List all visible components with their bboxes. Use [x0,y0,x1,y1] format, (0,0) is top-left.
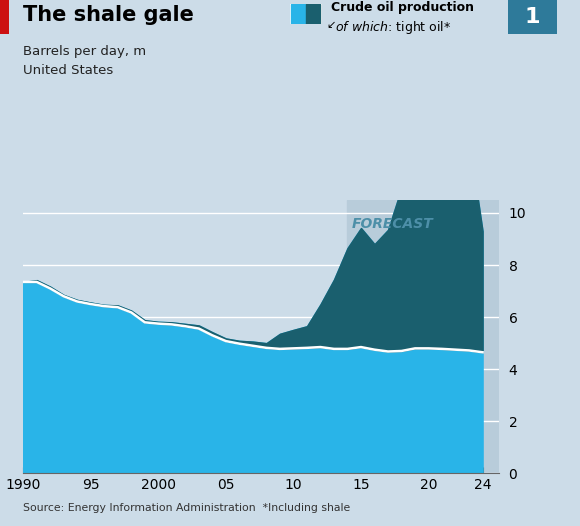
Text: Barrels per day, m: Barrels per day, m [23,45,146,58]
Text: $\it{of\ which}$: tight oil*: $\it{of\ which}$: tight oil* [335,19,451,36]
Text: Crude oil production: Crude oil production [331,1,474,14]
Text: ↙: ↙ [326,20,335,30]
Bar [306,4,320,24]
Text: The shale gale: The shale gale [23,5,194,25]
Text: United States: United States [23,64,114,77]
Bar [347,200,503,473]
Text: 1: 1 [524,7,540,27]
Text: Source: Energy Information Administration  *Including shale: Source: Energy Information Administratio… [23,503,350,513]
Text: FORECAST: FORECAST [351,217,433,231]
Bar [291,4,306,24]
